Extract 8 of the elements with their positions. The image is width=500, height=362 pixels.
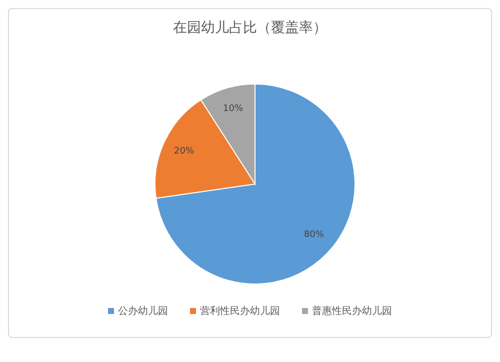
pie-slice <box>156 84 356 284</box>
legend-label: 营利性民办幼儿园 <box>200 304 280 318</box>
data-label: 20% <box>174 146 194 157</box>
data-label: 10% <box>223 104 244 114</box>
legend-label: 公办幼儿园 <box>118 304 168 318</box>
chart-title: 在园幼儿占比（覆盖率） <box>172 19 328 37</box>
legend-label: 普惠性民办幼儿园 <box>312 304 392 318</box>
data-label: 80% <box>304 230 324 240</box>
